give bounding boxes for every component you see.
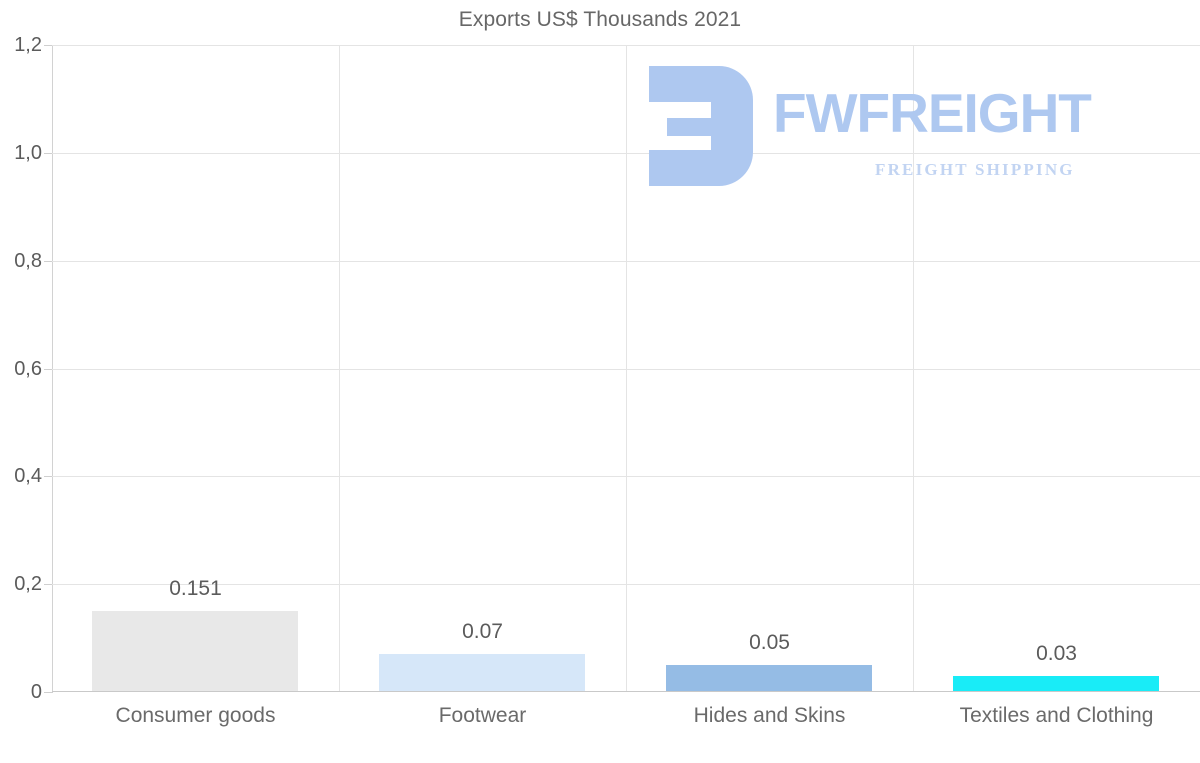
bar[interactable] [92,610,298,692]
bar[interactable] [379,654,585,692]
x-axis-category-label: Footwear [438,704,527,727]
y-axis-tick-mark [44,152,53,154]
bar-value-label: 0.07 [462,620,503,644]
y-axis-tick-mark [44,368,53,370]
y-axis-tick-mark [44,476,53,478]
bar[interactable] [953,675,1159,692]
gridline-vertical [626,45,627,692]
bar-value-label: 0.151 [169,576,222,600]
x-axis-category-label: Consumer goods [115,704,276,727]
gridline-vertical [913,45,914,692]
plot-area [52,45,1200,692]
bar-value-label: 0.05 [749,631,790,655]
y-axis-tick-label: 1,2 [14,34,42,56]
x-axis-category-label: Hides and Skins [693,704,846,727]
y-axis-tick-mark [44,260,53,262]
y-axis-tick-label: 0,6 [14,357,42,380]
chart-title: Exports US$ Thousands 2021 [458,8,742,31]
bar[interactable] [666,665,872,692]
y-axis-tick-label: 0,4 [14,465,42,488]
y-axis-tick-label: 0 [30,681,42,703]
x-axis-baseline [52,691,1200,692]
y-axis-tick-label: 1,0 [14,141,42,164]
x-axis-category-label: Textiles and Clothing [959,704,1154,727]
y-axis-tick-label: 0,2 [14,573,42,596]
bar-value-label: 0.03 [1036,641,1077,665]
y-axis-tick-mark [44,45,53,46]
y-axis-tick-mark [44,692,53,693]
gridline-vertical [339,45,340,692]
y-axis-tick-label: 0,8 [14,249,42,272]
y-axis-tick-mark [44,584,53,586]
